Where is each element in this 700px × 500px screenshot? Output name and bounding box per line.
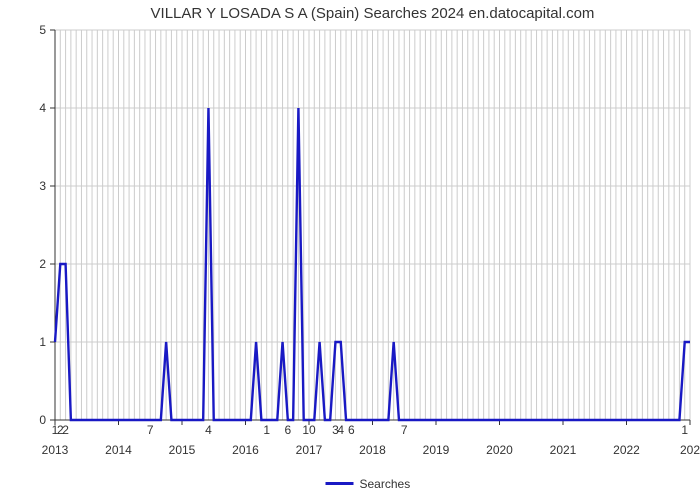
x-tick-label: 2021 <box>550 443 577 457</box>
y-tick-label: 2 <box>39 257 46 271</box>
value-row-label: 4 <box>337 423 344 437</box>
y-tick-label: 1 <box>39 335 46 349</box>
x-tick-label: 2017 <box>296 443 323 457</box>
x-tick-label: 2022 <box>613 443 640 457</box>
line-chart: VILLAR Y LOSADA S A (Spain) Searches 202… <box>0 0 700 500</box>
chart-title: VILLAR Y LOSADA S A (Spain) Searches 202… <box>151 5 595 22</box>
value-row-label: 2 <box>62 423 69 437</box>
x-tick-label: 2016 <box>232 443 259 457</box>
legend-swatch <box>326 482 354 485</box>
legend-label: Searches <box>360 477 411 491</box>
value-row-label: 10 <box>302 423 316 437</box>
value-row-label: 6 <box>348 423 355 437</box>
y-tick-label: 0 <box>39 413 46 427</box>
x-tick-label: 202 <box>680 443 700 457</box>
x-tick-label: 2015 <box>169 443 196 457</box>
x-tick-label: 2014 <box>105 443 132 457</box>
y-tick-label: 5 <box>39 23 46 37</box>
chart-container: VILLAR Y LOSADA S A (Spain) Searches 202… <box>0 0 700 500</box>
x-tick-label: 2018 <box>359 443 386 457</box>
value-row-label: 4 <box>205 423 212 437</box>
y-tick-label: 3 <box>39 179 46 193</box>
value-row-label: 6 <box>284 423 291 437</box>
value-row-label: 7 <box>147 423 154 437</box>
x-tick-label: 2013 <box>42 443 69 457</box>
value-row-label: 7 <box>401 423 408 437</box>
value-row-label: 1 <box>681 423 688 437</box>
x-tick-label: 2020 <box>486 443 513 457</box>
x-tick-label: 2019 <box>423 443 450 457</box>
value-row-label: 1 <box>263 423 270 437</box>
y-tick-label: 4 <box>39 101 46 115</box>
